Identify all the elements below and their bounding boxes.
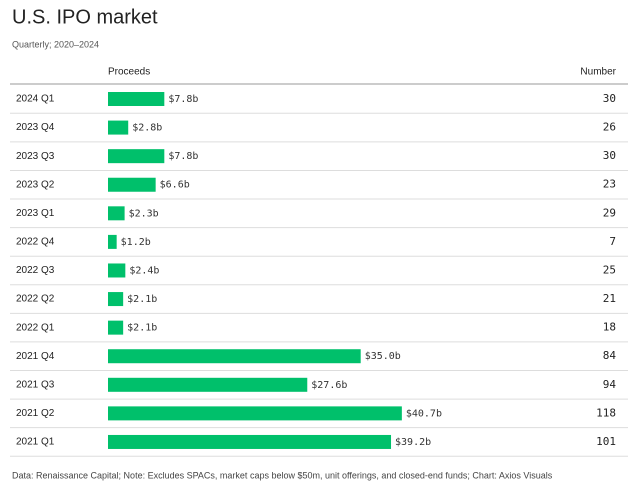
value-label: $2.8b <box>132 123 162 134</box>
number-cell: 7 <box>609 235 616 248</box>
number-cell: 30 <box>603 149 616 162</box>
number-cell: 30 <box>603 92 616 105</box>
chart-title: U.S. IPO market <box>12 6 158 28</box>
bar <box>108 120 129 135</box>
value-label: $35.0b <box>365 351 401 362</box>
source-note: Data: Renaissance Capital; Note: Exclude… <box>12 470 553 480</box>
number-cell: 25 <box>603 263 616 276</box>
category-label: 2023 Q2 <box>16 179 55 190</box>
bar <box>108 292 124 307</box>
number-cell: 21 <box>603 292 616 305</box>
value-label: $7.8b <box>168 94 198 105</box>
value-label: $39.2b <box>395 437 431 448</box>
bar <box>108 177 156 192</box>
chart-subtitle: Quarterly; 2020–2024 <box>12 39 99 49</box>
bar <box>108 377 308 392</box>
bar <box>108 320 124 335</box>
category-label: 2022 Q4 <box>16 237 55 248</box>
value-label: $1.2b <box>121 237 151 248</box>
column-header: Proceeds <box>108 67 150 78</box>
number-cell: 26 <box>603 121 616 134</box>
category-label: 2023 Q3 <box>16 151 55 162</box>
category-label: 2022 Q1 <box>16 322 55 333</box>
value-label: $7.8b <box>168 151 198 162</box>
category-label: 2023 Q1 <box>16 208 55 219</box>
number-cell: 23 <box>603 178 616 191</box>
bar <box>108 349 361 364</box>
bar <box>108 206 125 221</box>
number-cell: 101 <box>596 435 616 448</box>
value-label: $2.1b <box>127 294 157 305</box>
bar <box>108 406 402 421</box>
number-cell: 118 <box>596 406 616 419</box>
category-label: 2022 Q3 <box>16 265 55 276</box>
value-label: $40.7b <box>406 408 442 419</box>
category-label: 2022 Q2 <box>16 294 55 305</box>
number-cell: 94 <box>603 378 617 391</box>
bar <box>108 92 165 106</box>
category-label: 2021 Q2 <box>16 408 55 419</box>
bar <box>108 434 392 449</box>
number-cell: 29 <box>603 206 616 219</box>
category-label: 2021 Q3 <box>16 379 55 390</box>
number-cell: 18 <box>603 321 616 334</box>
column-header: Number <box>580 67 616 78</box>
value-label: $2.3b <box>129 208 159 219</box>
number-cell: 84 <box>603 349 617 362</box>
value-label: $2.4b <box>129 265 159 276</box>
value-label: $2.1b <box>127 323 157 334</box>
category-label: 2024 Q1 <box>16 94 55 105</box>
category-label: 2021 Q1 <box>16 437 55 448</box>
category-label: 2021 Q4 <box>16 351 55 362</box>
bar <box>108 263 126 278</box>
value-label: $6.6b <box>160 180 190 191</box>
value-label: $27.6b <box>311 380 347 391</box>
bar <box>108 234 117 249</box>
bar <box>108 149 165 164</box>
category-label: 2023 Q4 <box>16 122 55 133</box>
